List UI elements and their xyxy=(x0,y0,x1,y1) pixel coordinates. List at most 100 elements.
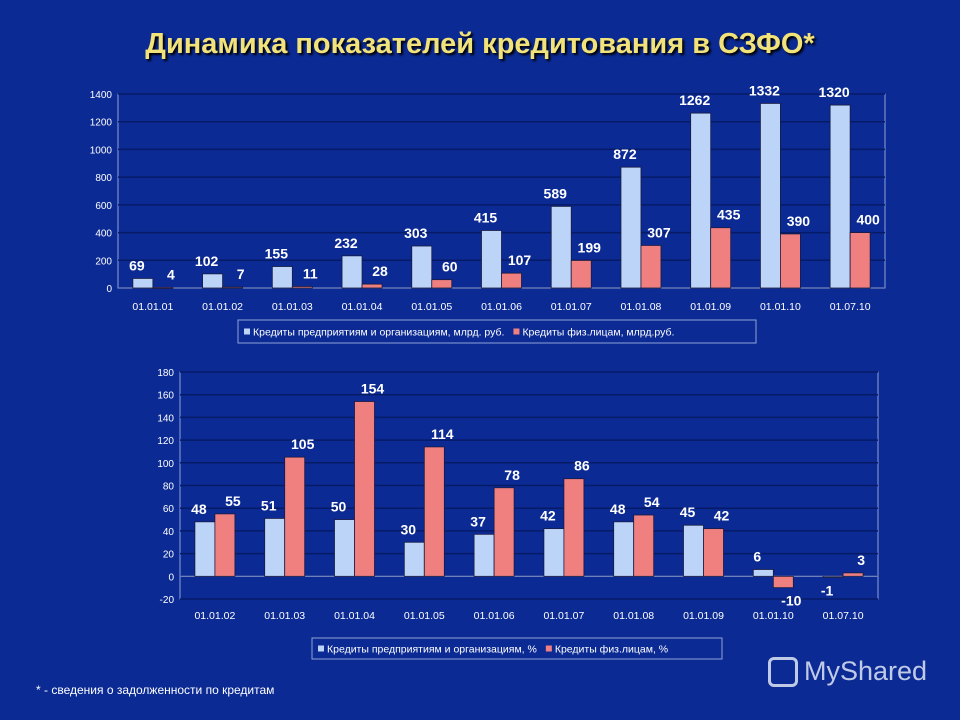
bar-corporate xyxy=(411,245,433,289)
y-tick-label: 400 xyxy=(95,229,112,240)
x-tick-label: 01.01.02 xyxy=(202,301,243,313)
data-label: 105 xyxy=(291,436,315,452)
legend xyxy=(311,637,723,660)
x-tick-label: 01.01.08 xyxy=(613,610,654,622)
x-tick-label: 01.01.10 xyxy=(760,301,801,313)
data-label: 155 xyxy=(265,246,289,262)
x-tick-label: 01.01.05 xyxy=(404,610,445,622)
bar-personal xyxy=(842,572,864,577)
x-tick-label: 01.01.07 xyxy=(543,610,584,622)
y-tick-label: 1000 xyxy=(90,145,113,156)
data-label: 30 xyxy=(401,521,417,537)
data-label: 60 xyxy=(442,259,458,275)
data-label: 3 xyxy=(857,552,865,568)
data-label: 154 xyxy=(361,381,385,397)
bar-personal xyxy=(152,287,174,289)
chart-2: -20 0 20 40 60 80 100 120 140 160 180 01.01.02 48 55 0… xyxy=(157,368,879,660)
bar-personal xyxy=(493,487,515,577)
data-label: 45 xyxy=(680,504,696,520)
data-label: 114 xyxy=(431,426,454,442)
data-label: 1262 xyxy=(679,92,710,108)
bar-personal xyxy=(633,514,655,577)
legend-label: Кредиты предприятиям и организациям, млр… xyxy=(253,327,504,339)
data-label: 37 xyxy=(470,513,486,529)
legend-swatch xyxy=(244,328,250,335)
chart-1: 0 200 400 600 800 1000 1200 1400 01.01.01 69 4 01.0… xyxy=(90,82,886,344)
bar-personal xyxy=(291,286,313,289)
legend-swatch xyxy=(318,645,324,652)
bar-corporate xyxy=(194,521,216,577)
data-label: 55 xyxy=(225,493,241,509)
data-label: 7 xyxy=(237,266,245,282)
data-label: 28 xyxy=(372,263,388,279)
data-label: 415 xyxy=(474,209,498,225)
data-label: 872 xyxy=(613,146,637,162)
watermark: MyShared xyxy=(768,656,927,687)
legend-label: Кредиты физ.лицам, млрд.руб. xyxy=(522,327,674,339)
legend-label: Кредиты физ.лицам, % xyxy=(555,644,668,656)
x-tick-label: 01.01.03 xyxy=(264,610,305,622)
y-tick-label: 80 xyxy=(163,482,175,493)
bar-personal xyxy=(640,245,662,289)
data-label: 390 xyxy=(787,213,811,229)
bar-personal xyxy=(570,260,592,289)
data-label: -10 xyxy=(781,593,801,609)
bar-personal xyxy=(431,279,453,289)
bar-corporate xyxy=(683,524,704,577)
y-tick-label: 800 xyxy=(95,173,112,184)
y-tick-label: 160 xyxy=(157,391,174,402)
y-tick-label: 0 xyxy=(106,284,112,295)
data-label: 1332 xyxy=(749,82,780,98)
data-label: 589 xyxy=(544,185,568,201)
data-label: 303 xyxy=(404,225,428,241)
bar-personal xyxy=(780,233,801,289)
bar-corporate xyxy=(334,519,355,577)
bar-personal xyxy=(222,286,243,289)
data-label: 86 xyxy=(574,458,590,474)
x-tick-label: 01.01.04 xyxy=(334,610,375,622)
y-tick-label: 180 xyxy=(157,368,174,379)
x-tick-label: 01.01.06 xyxy=(481,301,522,313)
bar-corporate xyxy=(264,518,286,577)
data-label: 50 xyxy=(331,499,347,515)
bar-personal xyxy=(563,478,585,577)
bar-corporate xyxy=(760,103,781,289)
bar-personal xyxy=(772,575,794,589)
data-label: 102 xyxy=(195,253,219,269)
bar-corporate xyxy=(202,273,223,289)
bar-corporate xyxy=(829,104,851,289)
bar-corporate xyxy=(752,569,774,577)
y-tick-label: 200 xyxy=(95,256,112,267)
y-tick-label: 60 xyxy=(163,504,175,515)
data-label: 232 xyxy=(334,235,358,251)
bar-personal xyxy=(284,456,306,577)
bar-corporate xyxy=(543,528,565,577)
bar-personal xyxy=(703,528,724,577)
data-label: 307 xyxy=(647,224,671,240)
data-label: 48 xyxy=(191,501,207,517)
bar-personal xyxy=(501,272,522,289)
y-tick-label: 40 xyxy=(163,527,175,538)
legend xyxy=(237,319,757,344)
bar-corporate xyxy=(341,255,363,289)
data-label: 78 xyxy=(504,467,520,483)
data-label: 48 xyxy=(610,501,626,517)
legend-swatch xyxy=(513,328,520,335)
data-label: 107 xyxy=(508,252,532,268)
x-tick-label: 01.01.05 xyxy=(411,301,452,313)
legend-label: Кредиты предприятиям и организациям, % xyxy=(327,644,537,656)
x-tick-label: 01.01.06 xyxy=(474,610,515,622)
bar-personal xyxy=(361,283,383,289)
data-label: 42 xyxy=(540,508,556,524)
y-tick-label: 600 xyxy=(95,201,112,212)
x-tick-label: 01.01.01 xyxy=(132,301,173,313)
footnote: * - сведения о задолженности по кредитам xyxy=(36,683,275,697)
x-tick-label: 01.01.08 xyxy=(621,301,662,313)
watermark-text: MyShared xyxy=(804,656,928,686)
x-tick-label: 01.01.04 xyxy=(342,301,383,313)
x-tick-label: 01.01.09 xyxy=(690,301,731,313)
data-label: 4 xyxy=(167,266,175,282)
y-tick-label: 1400 xyxy=(90,90,113,101)
watermark-logo-icon xyxy=(768,656,798,687)
